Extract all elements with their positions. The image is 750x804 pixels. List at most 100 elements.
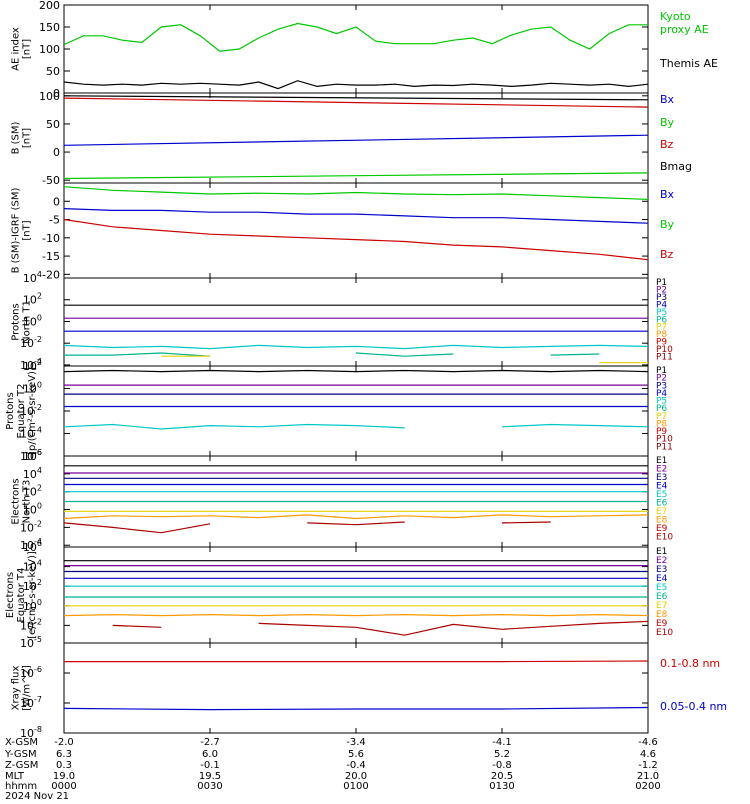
legend-label: E9 [656,619,668,629]
y-axis-label: [e/(cm²-s-sr-keV)] [27,551,38,639]
legend-label: Bx [660,188,675,201]
series-line-Themis-AE [64,80,648,90]
legend-label: P10 [656,435,673,445]
ephemeris-row-label: Y-GSM [4,749,37,760]
series-line-E9 [112,620,648,636]
series-line-By [64,186,648,200]
legend-label: P3 [656,381,667,391]
series-line-E8 [64,514,648,520]
y-tick-exponent: 4 [37,270,42,279]
legend-label: E6 [656,592,668,602]
legend-label: P2 [656,285,667,295]
y-tick-exponent: -4 [34,357,42,366]
legend-label: E1 [656,456,667,466]
ephemeris-value: 0100 [343,781,368,792]
legend-label: P8 [656,330,667,340]
y-tick-exponent: -2 [34,335,42,344]
ephemeris-value: -1.2 [638,760,658,771]
legend-label: E2 [656,465,667,475]
y-axis-label: Electrons [11,478,22,524]
series-line-P5 [64,423,648,430]
y-tick-exponent: 4 [37,559,42,568]
series-line-Bx [64,208,648,224]
y-tick-exponent: -2 [34,519,42,528]
panel-frame [63,277,649,367]
legend-label: P4 [656,300,667,310]
legend-label: Bz [660,248,674,261]
legend-label: P10 [656,345,673,355]
y-tick-exponent: 2 [37,484,42,493]
legend-label: P6 [656,315,667,325]
ephemeris-value: 20.5 [491,771,513,782]
ephemeris-value: 21.0 [637,771,659,782]
series-line-By [64,172,648,180]
y-tick-exponent: -4 [34,426,42,435]
y-tick-label: 50 [46,65,60,78]
ephemeris-value: -4.1 [492,737,512,748]
panel-frame [63,642,649,734]
y-tick-exponent: 0 [37,313,42,322]
series-line-Bx [64,134,648,146]
legend-label: E5 [656,490,667,500]
panel-b_igrf: -20 -15 -10 -5 0 B (SM)-IGRF (SM) [nT] Bx By Bz [11,182,675,281]
y-tick-label: -10 [42,232,60,245]
legend-label: By [660,218,675,231]
ephemeris-value: -0.4 [346,760,366,771]
legend-label: E7 [656,601,667,611]
legend-label: E10 [656,533,673,543]
ephemeris-value: 0130 [489,781,514,792]
y-tick-label: -50 [42,174,60,187]
legend-label: E4 [656,482,668,492]
y-tick-exponent: -5 [34,635,42,644]
y-tick-label: -15 [42,250,60,263]
y-axis-label: [nT] [22,39,33,59]
ephemeris-value: 0200 [635,781,660,792]
legend-label: P11 [656,353,673,363]
legend-label: E6 [656,499,668,509]
y-tick-exponent: 6 [37,539,42,548]
legend-label: proxy AE [660,23,709,36]
y-tick-exponent: 4 [37,466,42,475]
y-axis-label: B (SM)-IGRF (SM) [11,188,22,274]
y-axis-label: B (SM) [11,121,22,154]
y-tick-exponent: 6 [37,448,42,457]
ephemeris-value: -0.8 [492,760,512,771]
y-axis-label: North T3 [22,480,33,524]
ephemeris-value: 5.6 [348,749,364,760]
legend-label: P7 [656,323,667,333]
y-axis-label: Xray flux [11,666,22,711]
legend-label: E5 [656,583,667,593]
ephemeris-row-label: hhmm [5,781,37,792]
y-tick-exponent: -6 [34,448,42,457]
y-tick-label: 106 [23,448,42,463]
legend-label: P1 [656,278,667,288]
y-tick-exponent: -2 [34,403,42,412]
y-tick-exponent: -7 [34,695,42,704]
y-axis-label: Protons [11,303,22,340]
y-axis-label: [nT] [22,220,33,240]
series-line-P7 [161,355,648,364]
legend-label: E9 [656,524,668,534]
y-axis-label: Electrons [5,572,16,618]
legend-label: P8 [656,419,667,429]
y-tick-exponent: 0 [37,598,42,607]
ephemeris-row-label: Z-GSM [5,760,38,771]
y-tick-label: -20 [42,268,60,281]
panel-frame [63,4,649,94]
ephemeris-row-label: X-GSM [5,737,38,748]
ephemeris-value: 6.0 [202,749,218,760]
legend-label: E2 [656,556,667,566]
series-line-0.1-0.8-nm [64,660,648,663]
legend-label: 0.05-0.4 nm [660,700,727,713]
legend-label: P2 [656,374,667,384]
legend-label: E4 [656,574,668,584]
legend-label: E8 [656,516,668,526]
legend-label: E1 [656,547,667,557]
y-axis-label: Equator T4 [16,568,27,623]
y-tick-label: 10-5 [20,635,42,650]
